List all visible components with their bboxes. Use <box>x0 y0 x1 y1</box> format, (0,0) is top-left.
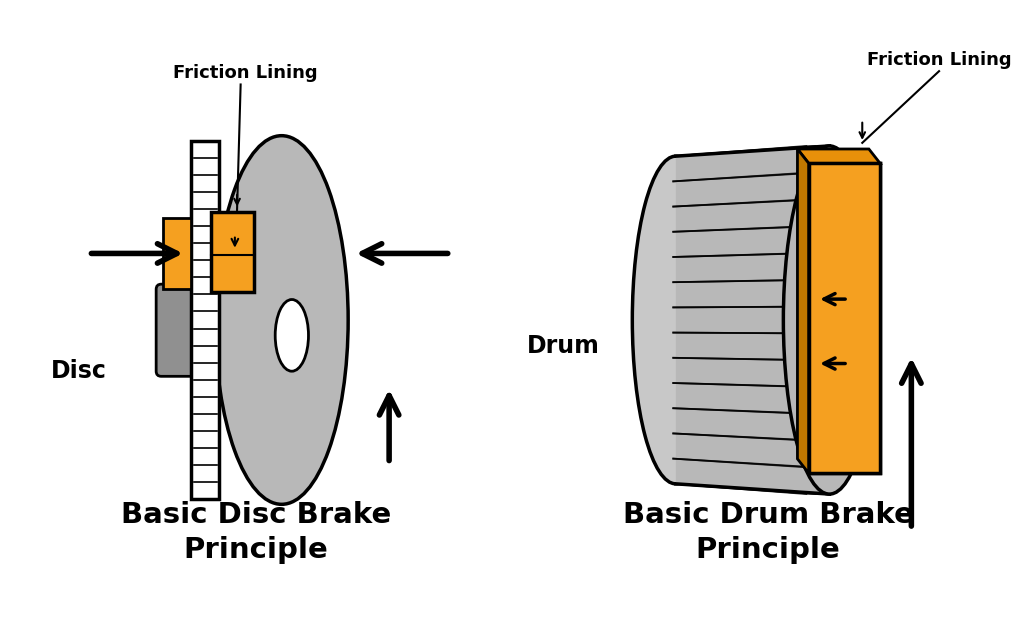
Ellipse shape <box>275 300 308 371</box>
Ellipse shape <box>633 156 719 484</box>
Text: Friction Lining: Friction Lining <box>866 51 1012 68</box>
Bar <box>809 163 880 473</box>
Bar <box>163 218 191 289</box>
Polygon shape <box>798 149 880 163</box>
Text: Drum: Drum <box>527 333 600 358</box>
Ellipse shape <box>804 198 855 442</box>
Text: Basic Disc Brake
Principle: Basic Disc Brake Principle <box>121 501 391 564</box>
Ellipse shape <box>215 136 348 504</box>
Polygon shape <box>676 146 829 494</box>
Text: Friction Lining: Friction Lining <box>173 64 318 82</box>
Ellipse shape <box>783 146 876 494</box>
Text: Disc: Disc <box>51 359 108 383</box>
Text: Basic Drum Brake
Principle: Basic Drum Brake Principle <box>623 501 913 564</box>
FancyBboxPatch shape <box>156 284 197 376</box>
Ellipse shape <box>825 311 834 329</box>
Bar <box>211 212 254 292</box>
Bar <box>809 163 880 473</box>
Bar <box>191 141 219 499</box>
Polygon shape <box>798 149 809 473</box>
